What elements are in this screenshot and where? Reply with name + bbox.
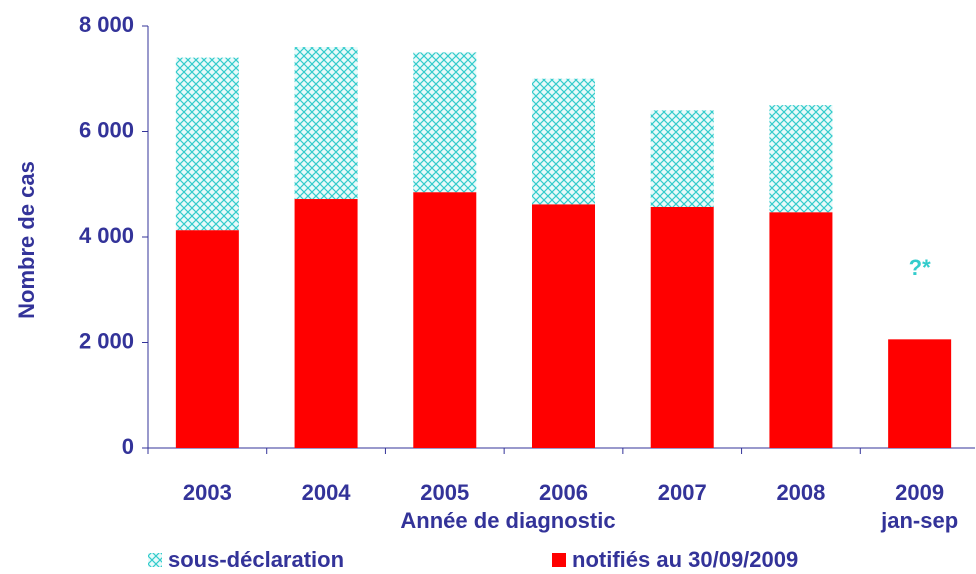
x-axis-label: Année de diagnostic [400,508,615,533]
y-axis-label: Nombre de cas [14,161,39,319]
legend-label: notifiés au 30/09/2009 [572,547,798,572]
legend-swatch [148,553,162,567]
legend-swatch [552,553,566,567]
annotation: ?* [909,255,931,280]
bar-segment [294,199,358,448]
y-tick-label: 0 [122,434,134,459]
bar-segment [532,204,595,448]
y-tick-label: 4 000 [79,223,134,248]
bar-segment [175,57,239,231]
x-tick-label: 2007 [658,480,707,505]
bar-segment [769,105,833,213]
y-tick-label: 8 000 [79,12,134,37]
x-tick-label: 2004 [302,480,352,505]
bar-segment [769,212,833,448]
bar-segment [413,52,477,193]
legend-label: sous-déclaration [168,547,344,572]
bar-segment [294,47,358,200]
bar-segment [650,110,714,207]
x-tick-label: 2006 [539,480,588,505]
x-tick-label: 2009 jan-sep [880,480,958,533]
x-tick-label: 2003 [183,480,232,505]
bar-segment [175,230,239,448]
y-tick-label: 6 000 [79,117,134,142]
x-tick-label: 2005 [420,480,469,505]
bar-segment [413,192,477,448]
bar-segment [650,206,714,448]
bar-segment [888,339,952,448]
bar-segment [532,78,595,205]
x-tick-label: 2008 [776,480,825,505]
y-tick-label: 2 000 [79,328,134,353]
